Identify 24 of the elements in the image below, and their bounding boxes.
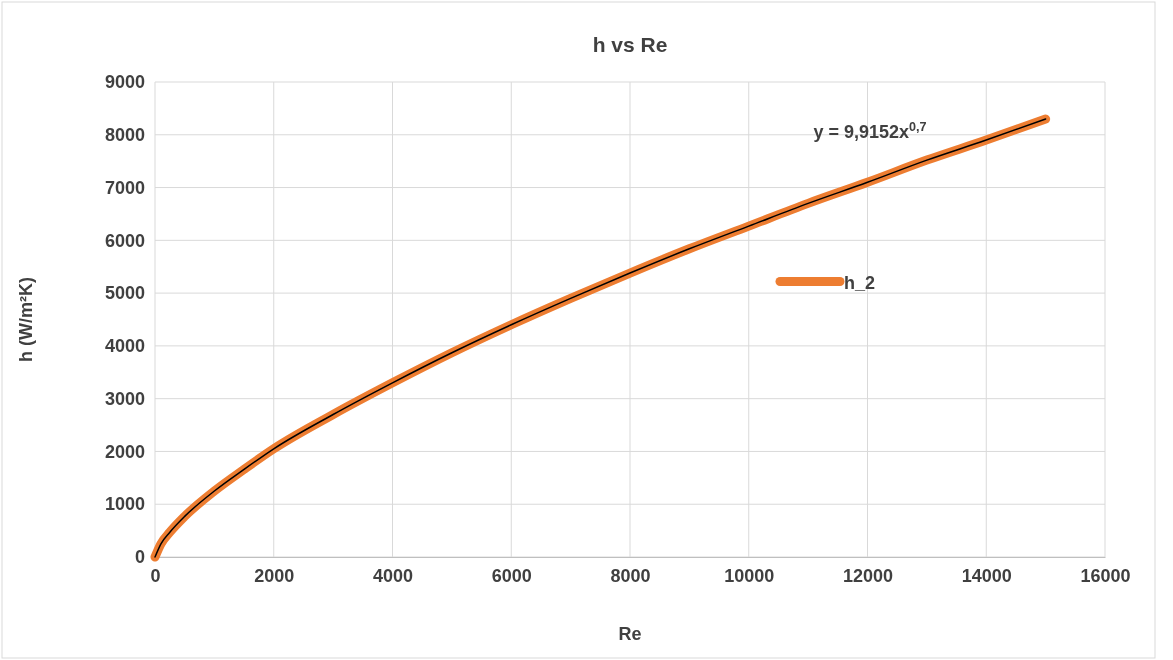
y-tick-label: 3000	[104, 388, 145, 409]
x-tick-label: 4000	[372, 565, 414, 586]
y-tick-label: 0	[134, 547, 145, 568]
x-tick-label: 14000	[961, 565, 1012, 586]
y-tick-label: 4000	[104, 336, 145, 357]
x-tick-label: 8000	[610, 565, 651, 586]
y-tick-label: 1000	[104, 494, 145, 515]
y-tick-label: 9000	[104, 72, 145, 93]
x-tick-label: 10000	[724, 565, 775, 586]
chart-title: h vs Re	[592, 33, 668, 56]
y-tick-label: 5000	[104, 283, 145, 304]
x-tick-label: 12000	[842, 565, 894, 586]
y-tick-label: 6000	[104, 230, 145, 251]
y-tick-label: 2000	[104, 441, 145, 462]
x-axis-title: Re	[618, 624, 642, 644]
x-tick-label: 2000	[254, 565, 295, 586]
x-tick-label: 6000	[491, 565, 532, 586]
x-tick-label: 16000	[1080, 565, 1131, 586]
y-tick-label: 8000	[104, 125, 145, 146]
annotation: y = 9,9152x$^{0,7}$	[813, 120, 927, 142]
x-tick-label: 0	[150, 565, 161, 586]
y-tick-label: 7000	[104, 177, 145, 198]
legend-label: h_2	[844, 272, 876, 293]
y-axis-title: h (W/m²K)	[16, 277, 36, 362]
